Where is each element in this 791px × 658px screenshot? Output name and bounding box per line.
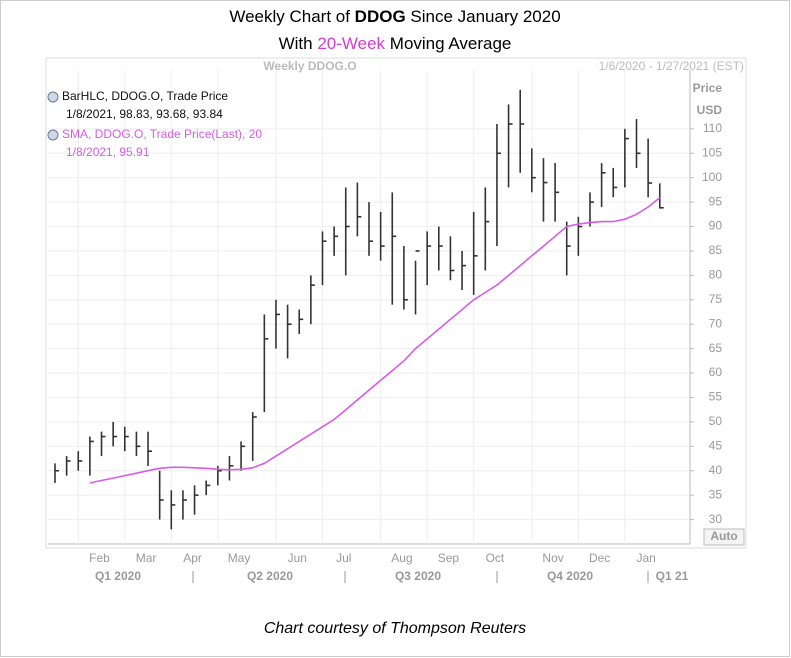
chart-title: Weekly Chart of DDOG Since January 2020 bbox=[229, 7, 560, 26]
x-tick-label: Feb bbox=[89, 551, 110, 565]
legend-icon bbox=[47, 91, 59, 103]
quarter-label: Q1 21 bbox=[656, 569, 689, 583]
y-tick-label: 65 bbox=[709, 341, 723, 355]
header: Weekly DDOG.O bbox=[263, 59, 356, 73]
subtitle-part: Moving Average bbox=[385, 34, 511, 53]
quarter-label: Q4 2020 bbox=[547, 569, 593, 583]
x-tick-label: Apr bbox=[183, 551, 202, 565]
y-tick-label: 30 bbox=[709, 512, 723, 526]
quarter-label: Q1 2020 bbox=[95, 569, 141, 583]
subtitle-part: 20-Week bbox=[317, 34, 385, 53]
y-tick-label: 105 bbox=[702, 145, 722, 159]
chart-subtitle: With 20-Week Moving Average bbox=[279, 34, 512, 53]
x-tick-label: Oct bbox=[486, 551, 505, 565]
y-tick-label: 55 bbox=[709, 390, 723, 404]
y-tick-label: 35 bbox=[709, 487, 723, 501]
y-tick-label: 75 bbox=[709, 292, 723, 306]
x-tick-label: Jul bbox=[336, 551, 351, 565]
x-tick-label: Sep bbox=[438, 551, 460, 565]
y-tick-label: 60 bbox=[709, 365, 723, 379]
x-tick-label: Jun bbox=[288, 551, 307, 565]
quarter-label: Q2 2020 bbox=[247, 569, 293, 583]
y-tick-label: 100 bbox=[702, 170, 722, 184]
title-part: DDOG bbox=[355, 7, 406, 26]
y-tick-label: 45 bbox=[709, 438, 723, 452]
y-tick-label: 40 bbox=[709, 463, 723, 477]
y-tick-label: 90 bbox=[709, 219, 723, 233]
subtitle-part: With bbox=[279, 34, 318, 53]
axis-label: USD bbox=[697, 103, 723, 117]
auto-button[interactable] bbox=[703, 528, 745, 546]
auto-label[interactable]: Auto bbox=[710, 529, 737, 543]
date-range: 1/6/2020 - 1/27/2021 (EST) bbox=[599, 59, 744, 73]
chart-panel bbox=[45, 57, 747, 549]
x-tick-label: Dec bbox=[589, 551, 610, 565]
legend-values: 1/8/2021, 95.91 bbox=[66, 145, 150, 159]
legend-icon bbox=[47, 129, 59, 141]
title-part: Weekly Chart of bbox=[229, 7, 354, 26]
legend-name: BarHLC, DDOG.O, Trade Price bbox=[62, 89, 228, 103]
sma-line bbox=[89, 197, 661, 484]
footer: Chart courtesy of Thompson Reuters bbox=[264, 620, 526, 637]
y-tick-label: 95 bbox=[709, 194, 723, 208]
y-tick-label: 80 bbox=[709, 268, 723, 282]
x-tick-label: Aug bbox=[391, 551, 412, 565]
title-part: Since January 2020 bbox=[406, 7, 561, 26]
quarter-label: Q3 2020 bbox=[395, 569, 441, 583]
legend-name: SMA, DDOG.O, Trade Price(Last), 20 bbox=[62, 127, 262, 141]
y-tick-label: 50 bbox=[709, 414, 723, 428]
x-tick-label: Jan bbox=[636, 551, 655, 565]
x-tick-label: Mar bbox=[136, 551, 157, 565]
y-tick-label: 70 bbox=[709, 316, 723, 330]
x-tick-label: Nov bbox=[542, 551, 563, 565]
legend-values: 1/8/2021, 98.83, 93.68, 93.84 bbox=[66, 107, 223, 121]
y-tick-label: 110 bbox=[703, 121, 722, 135]
y-tick-label: 85 bbox=[709, 243, 723, 257]
x-tick-label: May bbox=[228, 551, 251, 565]
axis-label: Price bbox=[693, 81, 723, 95]
